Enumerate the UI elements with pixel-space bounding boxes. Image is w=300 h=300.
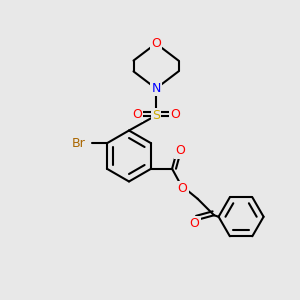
Text: N: N (151, 82, 161, 95)
Text: O: O (178, 182, 188, 195)
Text: S: S (152, 109, 160, 122)
Text: O: O (175, 144, 185, 157)
Text: O: O (190, 217, 200, 230)
Text: O: O (132, 107, 142, 121)
Text: O: O (170, 107, 180, 121)
Text: O: O (151, 37, 161, 50)
Text: Br: Br (72, 137, 86, 150)
